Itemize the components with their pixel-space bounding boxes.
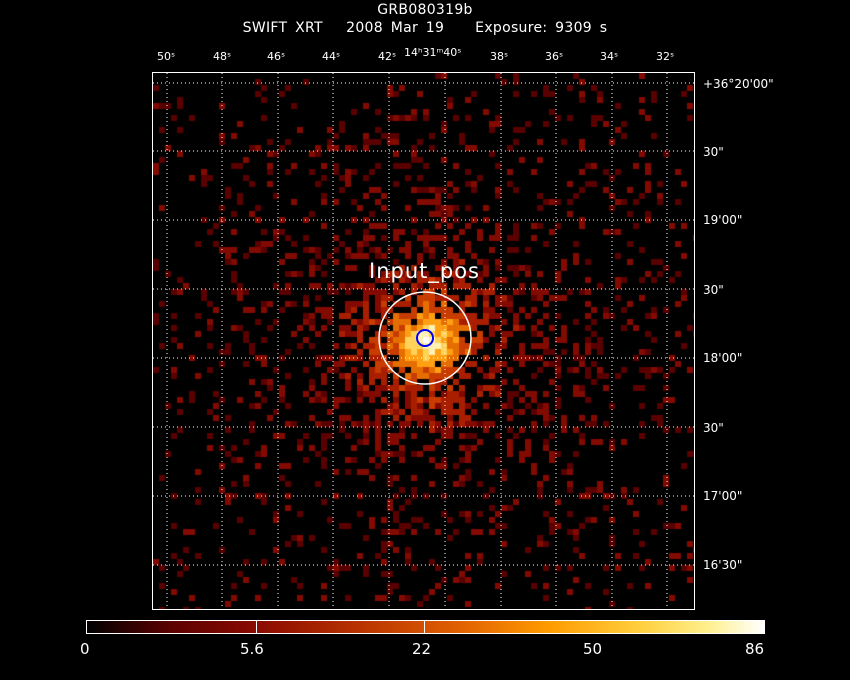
source-label: Input_pos: [369, 259, 480, 283]
colorbar-label: 0: [80, 640, 90, 658]
dec-tick: 18'00": [703, 351, 743, 365]
counts-map: [153, 73, 694, 609]
ra-tick: 42ˢ: [378, 50, 397, 63]
source-region-circle: [378, 291, 472, 385]
dec-tick: 19'00": [703, 213, 743, 227]
image-title: GRB080319b: [377, 2, 473, 18]
dec-tick: 16'30": [703, 558, 743, 572]
ra-tick: 36ˢ: [545, 50, 564, 63]
dec-tick: 30": [703, 421, 724, 435]
dec-tick: 17'00": [703, 489, 743, 503]
ra-tick: 34ˢ: [600, 50, 619, 63]
colorbar: [86, 620, 765, 634]
ra-tick: 46ˢ: [267, 50, 286, 63]
centroid-circle: [416, 329, 434, 347]
ra-tick: 38ˢ: [490, 50, 509, 63]
image-subtitle: SWIFT XRT 2008 Mar 19 Exposure: 9309 s: [242, 20, 608, 36]
overlay: [153, 73, 694, 609]
dec-tick: 30": [703, 283, 724, 297]
colorbar-mark: [256, 620, 257, 634]
ra-tick: 44ˢ: [322, 50, 341, 63]
colorbar-mark: [424, 620, 425, 634]
ra-tick: 14ʰ31ᵐ40ˢ: [404, 46, 462, 59]
dec-tick: 30": [703, 145, 724, 159]
colorbar-label: 5.6: [240, 640, 264, 658]
xrt-image-panel[interactable]: Input_pos: [152, 72, 695, 610]
colorbar-label: 86: [745, 640, 765, 658]
ra-tick: 32ˢ: [656, 50, 675, 63]
ra-tick: 50ˢ: [157, 50, 176, 63]
ra-tick: 48ˢ: [213, 50, 232, 63]
dec-tick: +36°20'00": [703, 77, 774, 91]
coordinate-grid: [153, 73, 694, 609]
colorbar-label: 22: [412, 640, 432, 658]
colorbar-label: 50: [583, 640, 603, 658]
